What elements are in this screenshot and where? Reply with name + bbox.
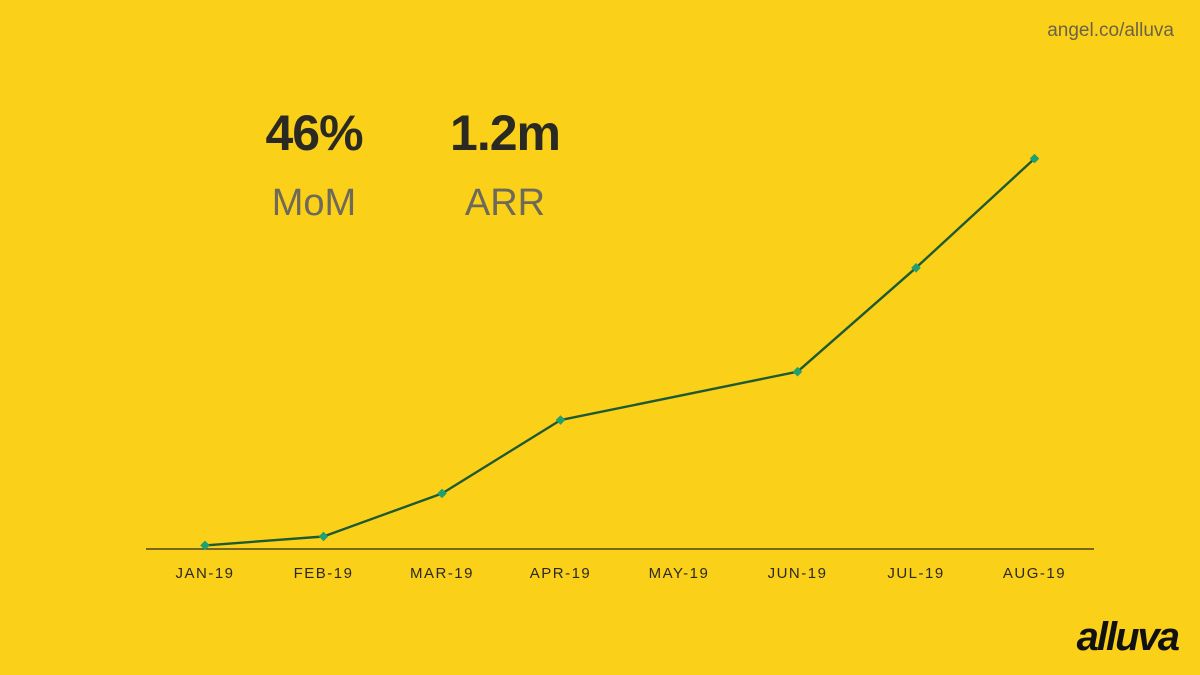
x-tick-label: JUL-19 (887, 565, 944, 582)
series-line (204, 157, 1036, 547)
kpi-arr-label: ARR (464, 182, 546, 224)
data-point-marker (792, 366, 803, 377)
data-point-marker (1029, 153, 1040, 164)
kpi-mom: 46% MoM (246, 108, 382, 222)
x-tick-label: MAY-19 (649, 565, 710, 582)
x-tick-label: AUG-19 (1003, 565, 1066, 582)
kpi-arr: 1.2m ARR (438, 108, 572, 222)
x-tick-label: JAN-19 (175, 565, 234, 582)
data-point-marker (437, 488, 447, 499)
data-point-marker (911, 263, 921, 273)
x-tick-labels: JAN-19 FEB-19 MAR-19 APR-19 MAY-19 JUN-19 JUL-… (175, 565, 1066, 582)
alluva-logo: alluva (1076, 615, 1180, 659)
kpi-arr-value: 1.2m (450, 105, 561, 161)
url-text[interactable]: angel.co/alluva (1047, 20, 1174, 41)
x-tick-label: MAR-19 (410, 565, 474, 582)
data-point-marker (555, 415, 566, 425)
series-markers (200, 153, 1040, 551)
data-point-marker (200, 540, 210, 551)
x-tick-label: FEB-19 (294, 565, 354, 582)
kpi-mom-label: MoM (271, 182, 357, 224)
kpi-mom-value: 46% (265, 105, 363, 161)
data-point-marker (318, 531, 329, 542)
x-tick-label: JUN-19 (768, 565, 828, 582)
x-tick-label: APR-19 (530, 565, 592, 582)
